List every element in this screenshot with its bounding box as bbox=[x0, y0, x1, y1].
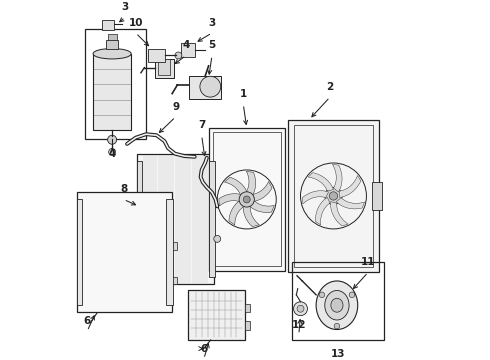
Bar bbox=[93, 54, 131, 130]
Polygon shape bbox=[371, 182, 382, 210]
Bar bbox=[188, 290, 245, 340]
Ellipse shape bbox=[316, 281, 358, 329]
Text: 6: 6 bbox=[83, 316, 91, 326]
Circle shape bbox=[334, 323, 340, 329]
Polygon shape bbox=[246, 171, 256, 196]
Polygon shape bbox=[308, 173, 334, 191]
Ellipse shape bbox=[325, 291, 349, 320]
Bar bbox=[173, 277, 177, 284]
Text: 2: 2 bbox=[326, 82, 334, 92]
Circle shape bbox=[329, 192, 338, 200]
Bar bbox=[166, 199, 173, 305]
Circle shape bbox=[325, 187, 342, 204]
Text: 9: 9 bbox=[172, 102, 179, 112]
Polygon shape bbox=[253, 181, 272, 202]
Circle shape bbox=[214, 235, 220, 242]
Bar bbox=[85, 30, 146, 139]
Polygon shape bbox=[316, 197, 330, 225]
Bar bbox=[138, 161, 142, 278]
Circle shape bbox=[294, 302, 307, 316]
Text: 7: 7 bbox=[198, 120, 205, 130]
Polygon shape bbox=[219, 194, 242, 206]
Bar bbox=[155, 59, 174, 78]
Text: 4: 4 bbox=[109, 149, 116, 159]
Circle shape bbox=[319, 292, 325, 298]
Circle shape bbox=[200, 76, 220, 97]
Polygon shape bbox=[243, 205, 259, 227]
Circle shape bbox=[175, 52, 182, 59]
Circle shape bbox=[243, 196, 250, 203]
Bar bbox=[138, 154, 214, 284]
Bar bbox=[158, 59, 171, 75]
Bar bbox=[106, 40, 119, 49]
Bar bbox=[209, 128, 285, 271]
Text: 5: 5 bbox=[208, 40, 216, 50]
Bar bbox=[173, 242, 177, 250]
Text: 12: 12 bbox=[292, 320, 306, 329]
Bar bbox=[294, 125, 373, 267]
Text: 8: 8 bbox=[120, 184, 127, 194]
Circle shape bbox=[109, 148, 116, 156]
Polygon shape bbox=[229, 200, 244, 225]
Bar bbox=[245, 321, 250, 330]
Bar bbox=[209, 161, 215, 278]
Text: 13: 13 bbox=[331, 348, 345, 359]
Ellipse shape bbox=[93, 49, 131, 59]
Ellipse shape bbox=[331, 298, 343, 312]
Bar bbox=[108, 33, 117, 40]
Circle shape bbox=[108, 135, 117, 144]
Bar bbox=[102, 20, 114, 31]
Text: 10: 10 bbox=[128, 18, 143, 28]
Bar bbox=[190, 76, 220, 99]
Polygon shape bbox=[249, 201, 274, 212]
Bar bbox=[77, 199, 82, 305]
Bar bbox=[292, 262, 384, 340]
Bar bbox=[289, 120, 379, 272]
Circle shape bbox=[297, 305, 304, 312]
Text: 3: 3 bbox=[208, 18, 216, 28]
Bar bbox=[148, 49, 165, 62]
Text: 11: 11 bbox=[361, 257, 375, 267]
Polygon shape bbox=[340, 175, 361, 197]
Polygon shape bbox=[333, 165, 342, 192]
Bar bbox=[77, 193, 172, 312]
Text: 6: 6 bbox=[200, 344, 207, 354]
Text: 4: 4 bbox=[182, 40, 190, 50]
Bar bbox=[213, 132, 281, 266]
Polygon shape bbox=[302, 191, 328, 204]
Bar bbox=[245, 303, 250, 312]
Bar bbox=[181, 43, 195, 57]
Polygon shape bbox=[224, 177, 247, 194]
Polygon shape bbox=[331, 202, 348, 226]
Text: 3: 3 bbox=[122, 2, 129, 12]
Polygon shape bbox=[336, 198, 365, 209]
Text: 1: 1 bbox=[240, 89, 247, 99]
Circle shape bbox=[239, 192, 254, 207]
Circle shape bbox=[349, 292, 355, 298]
